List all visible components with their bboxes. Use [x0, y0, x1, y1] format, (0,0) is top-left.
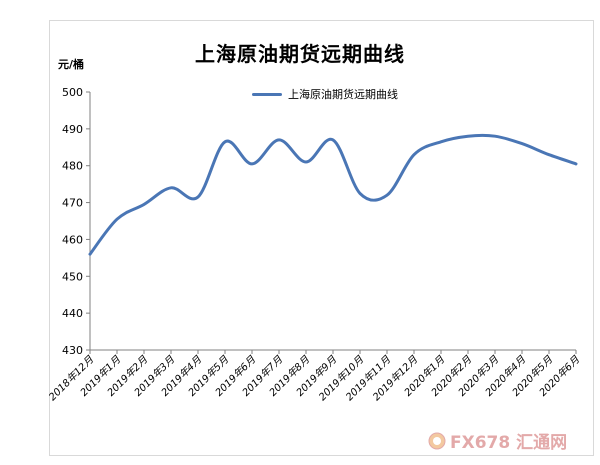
y-tick-label: 500: [62, 86, 83, 99]
chart-title: 上海原油期货远期曲线: [195, 42, 405, 66]
y-tick-label: 490: [62, 123, 83, 136]
y-tick-label: 440: [62, 307, 83, 320]
chart-frame: [49, 20, 594, 456]
legend-swatch: [252, 92, 282, 96]
y-tick-label: 480: [62, 160, 83, 173]
series-line-0: [88, 133, 578, 256]
watermark-text: FX678 汇通网: [450, 433, 568, 453]
watermark: FX678 汇通网: [428, 428, 567, 453]
legend: 上海原油期货远期曲线: [252, 86, 398, 102]
legend-label: 上海原油期货远期曲线: [288, 88, 398, 101]
y-tick-label: 460: [62, 233, 83, 246]
y-tick-label: 470: [62, 197, 83, 210]
y-tick-label: 430: [62, 344, 83, 357]
y-tick-label: 450: [62, 270, 83, 283]
coin-logo-icon: [428, 432, 446, 449]
y-axis-label: 元/桶: [58, 58, 85, 71]
